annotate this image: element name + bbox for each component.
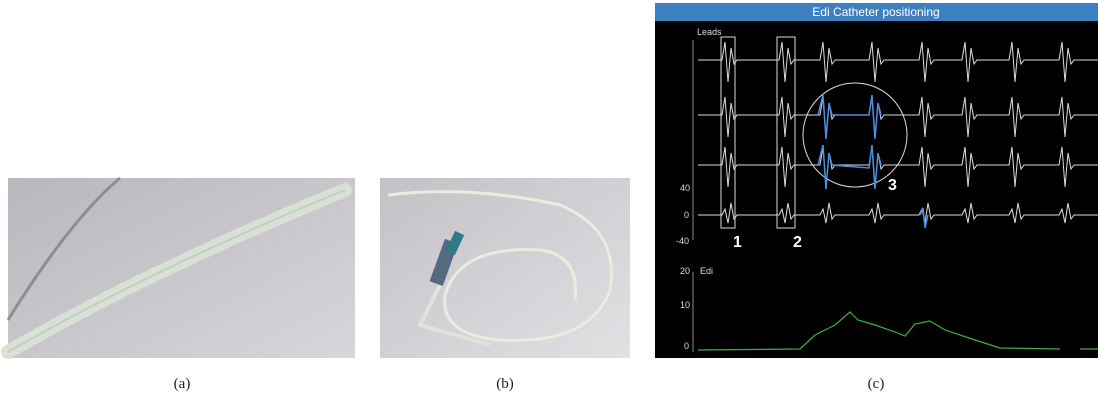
edi-label: Edi <box>700 266 713 276</box>
leads-label: Leads <box>697 27 722 37</box>
edi-tick: 10 <box>680 300 690 310</box>
leads-tick: 40 <box>680 183 690 193</box>
page: Edi Catheter positioning Leads 40 0 -40 … <box>0 0 1098 402</box>
caption: (c) <box>868 376 885 392</box>
figure: Edi Catheter positioning Leads 40 0 -40 … <box>0 0 1098 402</box>
edi-tick: 20 <box>680 266 690 276</box>
marker-label: 3 <box>888 177 897 194</box>
leads-tick: -40 <box>676 236 689 246</box>
marker-label: 1 <box>733 234 742 251</box>
monitor-title: Edi Catheter positioning <box>812 5 939 19</box>
leads-tick: 0 <box>684 210 689 220</box>
monitor: Edi Catheter positioning Leads 40 0 -40 … <box>655 3 1098 358</box>
photo-b <box>380 178 630 358</box>
caption: (b) <box>496 376 514 392</box>
caption: (a) <box>174 376 191 392</box>
edi-tick: 0 <box>684 341 689 351</box>
marker-label: 2 <box>793 234 802 251</box>
photo-a <box>8 178 355 358</box>
